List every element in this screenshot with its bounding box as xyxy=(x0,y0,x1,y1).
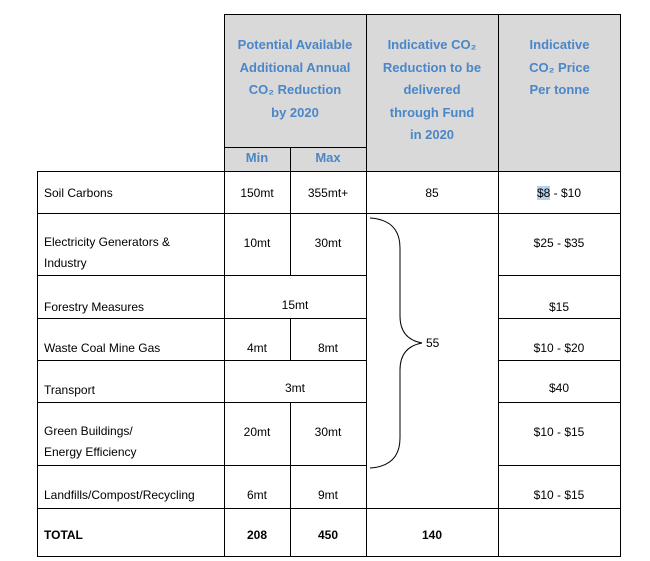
row-label-line: Green Buildings/ xyxy=(44,424,133,438)
header-fund: Indicative CO₂ Reduction to be delivered… xyxy=(366,34,498,147)
cell-price: $15 xyxy=(548,300,570,314)
cell-price: $8 - $10 xyxy=(498,172,620,213)
header-reduction-bg xyxy=(224,14,366,171)
cell-price: $40 xyxy=(548,381,570,395)
header-price-line: Per tonne xyxy=(529,82,590,97)
grid-line xyxy=(37,402,366,403)
grid-line xyxy=(37,360,366,361)
cell-price: $10 - $15 xyxy=(533,488,585,502)
cell-price: $10 - $15 xyxy=(533,425,585,439)
grid-line xyxy=(498,402,621,403)
grid-line xyxy=(224,14,621,15)
grid-line xyxy=(498,465,621,466)
grid-line xyxy=(620,14,621,557)
cell-min: 4mt xyxy=(246,341,267,355)
cell-price: $25 - $35 xyxy=(533,236,585,250)
grid-line xyxy=(37,171,38,557)
row-label: Forestry Measures xyxy=(44,300,145,314)
cell-max: 30mt xyxy=(314,236,342,250)
cell-min: 20mt xyxy=(243,425,271,439)
grid-line xyxy=(37,465,366,466)
grid-line xyxy=(37,556,621,557)
cell-span: 15mt xyxy=(281,298,309,312)
row-label: Transport xyxy=(44,383,95,397)
grid-line xyxy=(37,213,621,214)
cell-max: 9mt xyxy=(317,488,338,502)
header-price: Indicative CO₂ Price Per tonne xyxy=(498,34,621,102)
cell-price: $10 - $20 xyxy=(533,341,585,355)
grid-line xyxy=(290,402,291,557)
row-label-line: Industry xyxy=(44,256,87,270)
header-reduction: Potential Available Additional Annual CO… xyxy=(224,34,366,124)
grid-line xyxy=(37,275,366,276)
grid-line xyxy=(37,508,621,509)
header-reduction-line: CO₂ Reduction xyxy=(248,82,342,97)
grid-line xyxy=(37,171,621,172)
header-max: Max xyxy=(315,150,341,165)
header-price-line: Indicative xyxy=(529,37,590,52)
row-label: Waste Coal Mine Gas xyxy=(44,341,161,355)
header-fund-bg xyxy=(366,14,498,171)
cell-max: 355mt+ xyxy=(307,185,349,200)
total-max: 450 xyxy=(317,528,339,542)
grid-line xyxy=(498,318,621,319)
fund-group-value: 55 xyxy=(426,336,440,350)
cell-min: 150mt xyxy=(240,185,274,200)
cell-min: 6mt xyxy=(246,488,267,502)
grid-line xyxy=(290,318,291,360)
cell-span: 3mt xyxy=(284,381,305,395)
row-label: Soil Carbons xyxy=(44,185,113,200)
grid-line xyxy=(224,14,225,557)
header-price-bg xyxy=(498,14,621,171)
grid-line xyxy=(37,318,366,319)
selected-text: $8 xyxy=(536,185,551,200)
grid-line xyxy=(498,360,621,361)
grid-line xyxy=(498,14,499,557)
grid-line xyxy=(290,147,291,275)
total-min: 208 xyxy=(246,528,268,542)
cell-max: 8mt xyxy=(317,341,338,355)
row-label-line: Electricity Generators & xyxy=(44,235,171,249)
header-reduction-line: by 2020 xyxy=(271,104,319,120)
header-fund-line: delivered xyxy=(403,82,461,97)
header-min: Min xyxy=(245,150,269,165)
cell-fund: 85 xyxy=(425,185,439,200)
header-fund-line: through Fund xyxy=(389,104,475,120)
cell-min: 10mt xyxy=(243,236,271,250)
price-rest: - $10 xyxy=(550,185,582,200)
row-label: Green Buildings/ Energy Efficiency xyxy=(44,421,222,463)
row-label: Electricity Generators & Industry xyxy=(44,232,222,274)
curly-brace xyxy=(369,217,423,469)
row-label-line: Energy Efficiency xyxy=(44,445,137,459)
grid-line xyxy=(498,275,621,276)
header-fund-line: Reduction to be xyxy=(382,59,482,75)
cell-max: 30mt xyxy=(314,425,342,439)
grid-line xyxy=(224,147,366,148)
header-price-line: CO₂ Price xyxy=(529,59,590,75)
header-fund-line: in 2020 xyxy=(409,127,455,142)
total-label: TOTAL xyxy=(44,528,83,542)
header-fund-line: Indicative CO₂ xyxy=(387,37,477,52)
row-label: Landfills/Compost/Recycling xyxy=(44,488,195,502)
grid-line xyxy=(366,14,367,557)
header-reduction-line: Additional Annual xyxy=(239,59,351,75)
total-fund: 140 xyxy=(421,528,443,542)
header-reduction-line: Potential Available xyxy=(237,37,353,52)
